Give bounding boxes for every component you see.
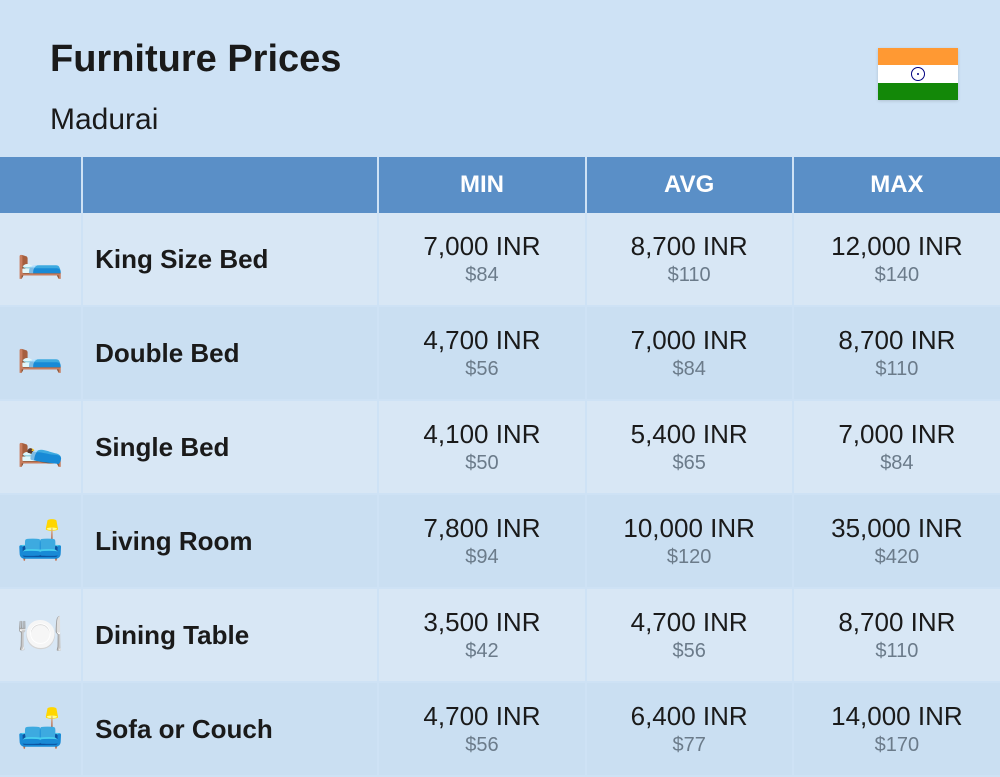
table-row: 🛏️King Size Bed7,000 INR$848,700 INR$110… <box>0 213 1000 306</box>
flag-white-stripe <box>878 65 958 82</box>
price-max-usd: $170 <box>794 734 1000 757</box>
price-max-usd: $110 <box>794 358 1000 381</box>
furniture-icon: 🛋️ <box>0 494 82 588</box>
price-min-usd: $56 <box>379 358 584 381</box>
furniture-name: Single Bed <box>82 400 378 494</box>
price-min-inr: 4,700 INR <box>379 701 584 732</box>
table-header-row: MIN AVG MAX <box>0 157 1000 213</box>
furniture-icon: 🛏️ <box>0 213 82 306</box>
price-max-usd: $84 <box>794 452 1000 475</box>
furniture-icon: 🍽️ <box>0 588 82 682</box>
furniture-name: Living Room <box>82 494 378 588</box>
header: Furniture Prices Madurai <box>0 0 1000 157</box>
furniture-icon: 🛋️ <box>0 682 82 776</box>
price-min: 4,700 INR$56 <box>378 306 585 400</box>
table-row: 🛋️Sofa or Couch4,700 INR$566,400 INR$771… <box>0 682 1000 776</box>
price-avg: 8,700 INR$110 <box>586 213 793 306</box>
price-max-inr: 35,000 INR <box>794 513 1000 544</box>
price-table: MIN AVG MAX 🛏️King Size Bed7,000 INR$848… <box>0 157 1000 777</box>
furniture-name: King Size Bed <box>82 213 378 306</box>
flag-chakra-icon <box>911 67 925 81</box>
furniture-name: Sofa or Couch <box>82 682 378 776</box>
price-max-inr: 12,000 INR <box>794 231 1000 262</box>
price-avg: 5,400 INR$65 <box>586 400 793 494</box>
price-min: 7,800 INR$94 <box>378 494 585 588</box>
table-body: 🛏️King Size Bed7,000 INR$848,700 INR$110… <box>0 213 1000 776</box>
price-avg: 7,000 INR$84 <box>586 306 793 400</box>
price-avg-inr: 4,700 INR <box>587 607 792 638</box>
col-header-max: MAX <box>793 157 1000 213</box>
price-min-usd: $50 <box>379 452 584 475</box>
price-avg-usd: $84 <box>587 358 792 381</box>
price-max-inr: 14,000 INR <box>794 701 1000 732</box>
price-min: 3,500 INR$42 <box>378 588 585 682</box>
price-max: 8,700 INR$110 <box>793 588 1000 682</box>
col-header-icon <box>0 157 82 213</box>
price-min-inr: 4,100 INR <box>379 419 584 450</box>
price-min-inr: 7,800 INR <box>379 513 584 544</box>
price-max: 7,000 INR$84 <box>793 400 1000 494</box>
price-avg-inr: 5,400 INR <box>587 419 792 450</box>
col-header-min: MIN <box>378 157 585 213</box>
price-avg-usd: $77 <box>587 734 792 757</box>
price-avg-inr: 10,000 INR <box>587 513 792 544</box>
price-max-inr: 8,700 INR <box>794 607 1000 638</box>
price-max: 12,000 INR$140 <box>793 213 1000 306</box>
price-max-usd: $140 <box>794 264 1000 287</box>
price-min-usd: $84 <box>379 264 584 287</box>
price-avg-usd: $56 <box>587 640 792 663</box>
price-min: 4,700 INR$56 <box>378 682 585 776</box>
price-avg: 6,400 INR$77 <box>586 682 793 776</box>
price-max-inr: 8,700 INR <box>794 325 1000 356</box>
price-max-usd: $420 <box>794 546 1000 569</box>
table-row: 🛌Single Bed4,100 INR$505,400 INR$657,000… <box>0 400 1000 494</box>
flag-green-stripe <box>878 83 958 100</box>
price-avg-inr: 8,700 INR <box>587 231 792 262</box>
page-title: Furniture Prices <box>50 38 950 81</box>
table-row: 🛏️Double Bed4,700 INR$567,000 INR$848,70… <box>0 306 1000 400</box>
price-avg-usd: $120 <box>587 546 792 569</box>
price-min-usd: $42 <box>379 640 584 663</box>
price-max: 8,700 INR$110 <box>793 306 1000 400</box>
price-min-inr: 3,500 INR <box>379 607 584 638</box>
price-avg: 10,000 INR$120 <box>586 494 793 588</box>
col-header-avg: AVG <box>586 157 793 213</box>
price-max-inr: 7,000 INR <box>794 419 1000 450</box>
flag-saffron-stripe <box>878 48 958 65</box>
furniture-name: Dining Table <box>82 588 378 682</box>
price-avg-usd: $110 <box>587 264 792 287</box>
price-min: 7,000 INR$84 <box>378 213 585 306</box>
page-subtitle: Madurai <box>50 103 950 137</box>
col-header-name <box>82 157 378 213</box>
table-row: 🍽️Dining Table3,500 INR$424,700 INR$568,… <box>0 588 1000 682</box>
furniture-icon: 🛌 <box>0 400 82 494</box>
price-max-usd: $110 <box>794 640 1000 663</box>
price-avg: 4,700 INR$56 <box>586 588 793 682</box>
india-flag-icon <box>878 48 958 100</box>
furniture-name: Double Bed <box>82 306 378 400</box>
furniture-icon: 🛏️ <box>0 306 82 400</box>
price-min-usd: $94 <box>379 546 584 569</box>
price-min-usd: $56 <box>379 734 584 757</box>
price-avg-usd: $65 <box>587 452 792 475</box>
price-avg-inr: 7,000 INR <box>587 325 792 356</box>
table-row: 🛋️Living Room7,800 INR$9410,000 INR$1203… <box>0 494 1000 588</box>
price-min: 4,100 INR$50 <box>378 400 585 494</box>
price-avg-inr: 6,400 INR <box>587 701 792 732</box>
price-min-inr: 7,000 INR <box>379 231 584 262</box>
price-max: 14,000 INR$170 <box>793 682 1000 776</box>
price-min-inr: 4,700 INR <box>379 325 584 356</box>
price-max: 35,000 INR$420 <box>793 494 1000 588</box>
